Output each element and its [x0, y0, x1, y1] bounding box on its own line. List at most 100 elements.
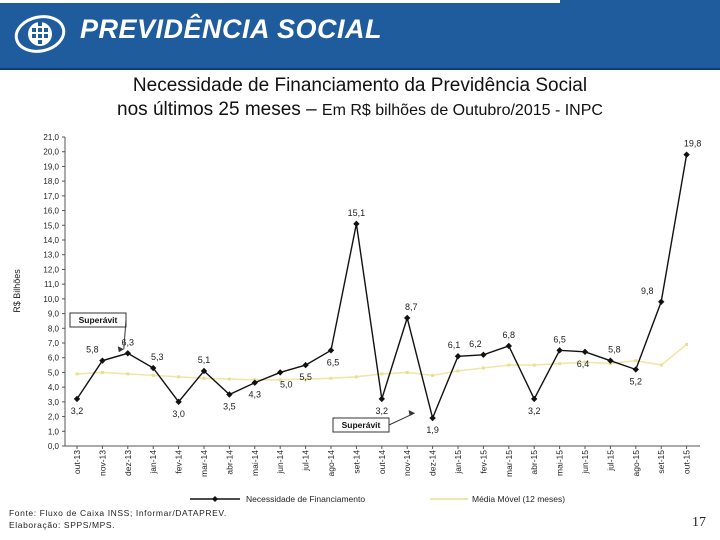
- footer-notes: Fonte: Fluxo de Caixa INSS; Informar/DAT…: [9, 507, 227, 531]
- y-tick-label: 9,0: [48, 310, 60, 319]
- y-tick-label: 5,0: [48, 368, 60, 377]
- header-top-strip: [0, 0, 560, 3]
- y-tick-label: 14,0: [43, 236, 59, 245]
- series-point-necessidade: [277, 369, 284, 376]
- slide-title: Necessidade de Financiamento da Previdên…: [0, 74, 720, 123]
- data-label: 3,2: [71, 406, 84, 416]
- x-tick-label: set-14: [351, 450, 361, 474]
- slide-title-line1: Necessidade de Financiamento da Previdên…: [132, 75, 588, 96]
- series-line-necessidade: [76, 154, 688, 421]
- data-label: 5,0: [280, 379, 293, 389]
- header-banner: [0, 0, 720, 68]
- y-tick-label: 16,0: [43, 207, 59, 216]
- series-point-media-movel: [354, 375, 358, 379]
- data-label: 6,5: [553, 334, 566, 344]
- y-tick-label: 6,0: [48, 354, 60, 363]
- series-point-necessidade: [683, 151, 690, 158]
- x-tick-label: out-14: [377, 450, 387, 474]
- footer-credit: Elaboração: SPPS/MPS.: [9, 520, 116, 530]
- x-tick-label: fev-14: [174, 450, 184, 474]
- series-point-necessidade: [429, 414, 436, 422]
- series-point-necessidade: [505, 342, 512, 350]
- slide-title-line2-text: nos últimos 25 meses –: [117, 99, 317, 120]
- y-tick-label: 17,0: [43, 192, 59, 201]
- y-tick-label: 19,0: [43, 162, 59, 171]
- series-point-media-movel: [329, 376, 333, 380]
- series-point-necessidade: [632, 366, 639, 373]
- series-point-media-movel: [583, 360, 587, 364]
- slide-title-suffix: Em R$ bilhões de Outubro/2015 - INPC: [321, 102, 603, 119]
- series-point-media-movel: [75, 372, 79, 376]
- series-point-necessidade: [378, 395, 385, 403]
- y-tick-label: 10,0: [43, 295, 59, 304]
- y-tick-label: 0,0: [48, 442, 60, 451]
- series-point-media-movel: [100, 370, 104, 374]
- series-point-necessidade: [251, 379, 258, 386]
- y-tick-label: 3,0: [48, 398, 60, 407]
- annotation-arrow: [123, 319, 127, 350]
- data-label: 15,1: [348, 208, 366, 218]
- series-point-necessidade: [581, 348, 589, 356]
- y-tick-label: 4,0: [48, 383, 60, 392]
- series-point-necessidade: [124, 350, 131, 357]
- series-point-necessidade: [607, 357, 614, 364]
- x-tick-label: out-13: [72, 450, 82, 474]
- series-point-necessidade: [454, 353, 462, 360]
- data-label: 8,7: [405, 302, 418, 312]
- series-point-media-movel: [431, 373, 435, 377]
- x-tick-label: mar-15: [504, 450, 514, 477]
- financing-chart: 0,0 1,0 2,0 3,0 4,0 5,0 6,0 7,0 8,0 9,0 10,0 11,0 12…: [12, 133, 702, 504]
- y-tick-label: 7,0: [48, 339, 60, 348]
- series-point-media-movel: [380, 372, 384, 376]
- x-tick-label: out-15: [682, 450, 692, 474]
- data-label: 6,5: [327, 357, 340, 367]
- annotation-label: Superávit: [79, 315, 118, 325]
- y-axis-title: R$ Bilhões: [12, 269, 22, 313]
- x-tick-label: ago-15: [631, 450, 641, 477]
- series-point-media-movel: [481, 366, 485, 370]
- brand-title: PREVIDÊNCIA SOCIAL: [80, 14, 383, 44]
- data-label: 5,3: [151, 352, 164, 362]
- y-tick-label: 8,0: [48, 324, 60, 333]
- y-tick-label: 13,0: [43, 251, 59, 260]
- legend-label-media-movel: Média Móvel (12 meses): [472, 494, 565, 504]
- series-point-media-movel: [659, 363, 663, 367]
- series-point-media-movel: [126, 372, 130, 376]
- data-label: 6,2: [469, 339, 482, 349]
- data-label: 6,1: [448, 340, 461, 350]
- data-label: 3,2: [528, 406, 541, 416]
- data-label: 5,1: [198, 355, 211, 365]
- series-point-media-movel: [278, 378, 282, 382]
- series-point-necessidade: [302, 361, 309, 369]
- y-tick-label: 15,0: [43, 221, 59, 230]
- header-underline: [0, 68, 720, 70]
- series-point-media-movel: [685, 342, 689, 346]
- data-label: 6,3: [122, 337, 135, 347]
- series-point-necessidade: [73, 395, 81, 403]
- x-tick-label: ago-14: [326, 450, 336, 477]
- x-tick-label: fev-15: [478, 450, 488, 474]
- x-tick-label: jun-14: [275, 450, 285, 475]
- series-point-necessidade: [556, 347, 563, 354]
- data-label: 5,8: [608, 345, 621, 355]
- annotation-label: Superávit: [342, 420, 381, 430]
- x-tick-label: jun-15: [580, 450, 590, 475]
- series-point-necessidade: [175, 398, 182, 406]
- y-tick-label: 21,0: [43, 133, 59, 142]
- footer-source: Fonte: Fluxo de Caixa INSS; Informar/DAT…: [9, 508, 227, 518]
- x-tick-label: mai-14: [250, 450, 260, 476]
- x-tick-label: jul-15: [605, 450, 615, 472]
- x-tick-label: dez-13: [123, 450, 133, 476]
- y-tick-label: 1,0: [48, 427, 60, 436]
- y-tick-label: 20,0: [43, 148, 59, 157]
- series-point-media-movel: [634, 359, 638, 363]
- x-tick-label: dez-14: [428, 450, 438, 476]
- data-label: 19,8: [684, 139, 702, 149]
- y-tick-label: 11,0: [44, 280, 60, 289]
- x-tick-label: jan-14: [148, 450, 158, 475]
- y-tick-label: 2,0: [48, 413, 60, 422]
- data-label: 9,8: [641, 286, 654, 296]
- x-tick-label: set-15: [656, 450, 666, 474]
- x-tick-label: abr-14: [224, 450, 234, 475]
- data-label: 4,3: [249, 390, 262, 400]
